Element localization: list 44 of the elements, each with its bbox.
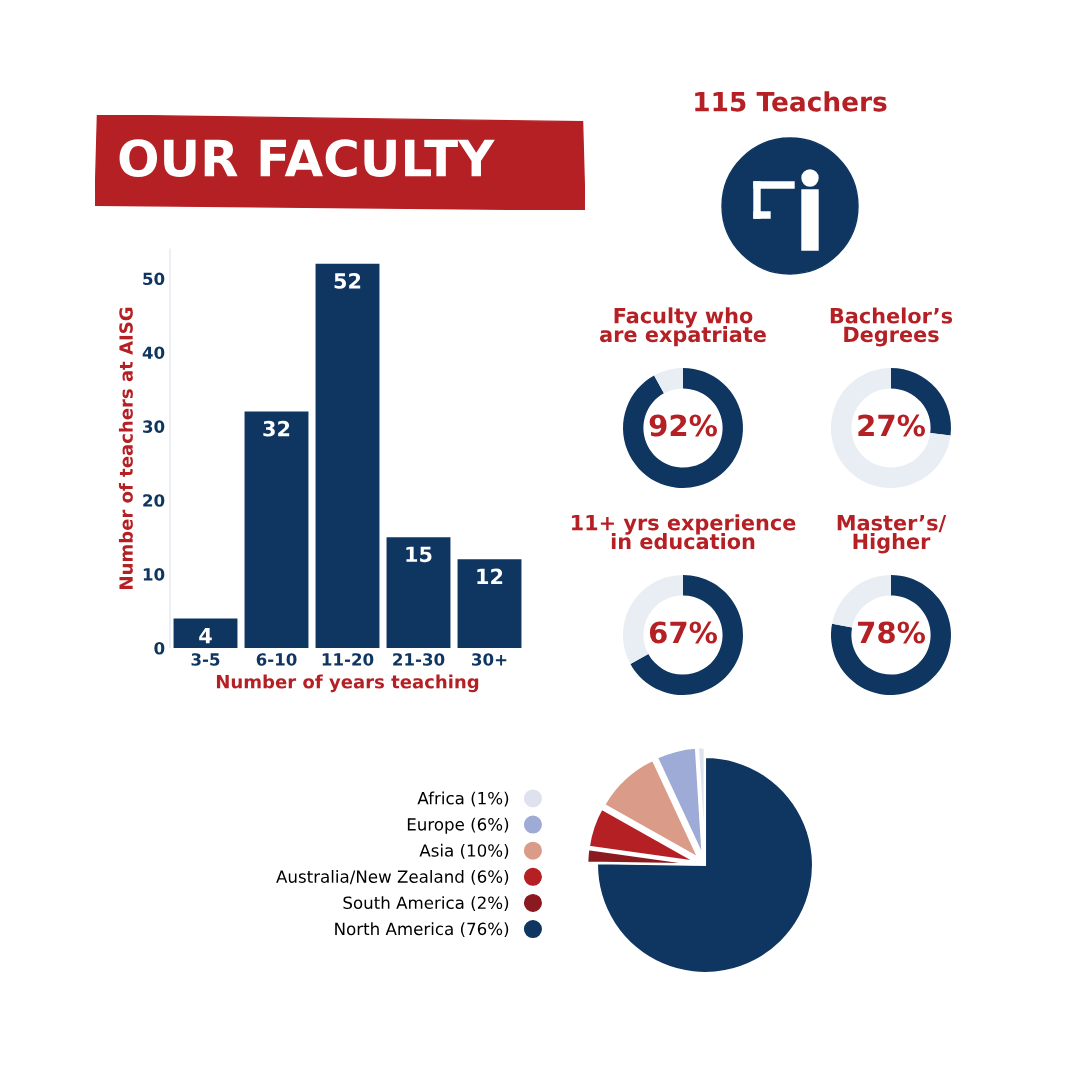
y-tick-label: 0 <box>154 641 165 655</box>
bar <box>315 263 380 648</box>
donut-slice <box>630 575 743 695</box>
x-tick-label: 30+ <box>472 653 507 666</box>
data-label: 27% <box>858 414 925 437</box>
data-label: 4 <box>199 627 212 644</box>
donut-slice <box>831 575 951 695</box>
data-label: 78% <box>858 621 925 644</box>
y-tick-label: 30 <box>143 420 165 433</box>
donut-slice <box>623 368 743 488</box>
bar <box>457 559 522 648</box>
x-tick-label: 3-5 <box>191 653 220 666</box>
legend-label: Australia/New Zealand (6%) <box>276 870 509 885</box>
chart-title: 11+ yrs experience in education <box>572 514 796 550</box>
bar <box>386 537 451 648</box>
data-label: 92% <box>649 414 717 437</box>
data-label: 52 <box>334 273 361 289</box>
y-tick-label: 10 <box>143 568 165 581</box>
chart-title: OUR FACULTY <box>119 139 495 178</box>
text: 115 Teachers <box>695 91 887 112</box>
data-label: 32 <box>263 420 290 437</box>
donut-slice <box>831 368 951 488</box>
y-tick-label: 20 <box>143 494 165 507</box>
donut-slice <box>654 368 683 394</box>
legend-label: Asia (10%) <box>419 843 509 859</box>
y-tick-label: 50 <box>143 272 165 286</box>
x-tick-label: 6-10 <box>256 653 297 666</box>
legend-label: South America (2%) <box>343 896 509 911</box>
chart-title: Faculty who are expatriate <box>600 307 766 347</box>
bar <box>244 411 309 648</box>
x-tick-label: 21-30 <box>393 653 445 666</box>
data-label: 12 <box>477 568 503 585</box>
data-label: 67% <box>649 621 717 644</box>
data-label: 15 <box>406 546 432 563</box>
chart-title: Master’s/ Higher <box>837 515 947 554</box>
chart-title: Bachelor’s Degrees <box>830 307 953 347</box>
y-axis-title: Number of teachers at AISG <box>118 307 133 589</box>
x-tick-label: 11-20 <box>322 653 374 666</box>
legend-label: Africa (1%) <box>417 791 509 807</box>
x-axis-title: Number of years teaching <box>216 674 479 693</box>
legend-label: North America (76%) <box>335 922 509 938</box>
legend-label: Europe (6%) <box>407 817 509 834</box>
bar <box>173 618 238 648</box>
y-tick-label: 40 <box>142 346 165 360</box>
